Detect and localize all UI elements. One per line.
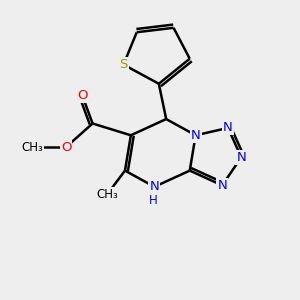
Text: N: N xyxy=(223,122,233,134)
Text: N: N xyxy=(217,179,227,192)
Text: N: N xyxy=(191,129,200,142)
Text: H: H xyxy=(148,194,157,207)
Text: S: S xyxy=(119,58,128,71)
Text: O: O xyxy=(77,89,88,102)
Text: O: O xyxy=(61,141,71,154)
Text: N: N xyxy=(236,151,246,164)
Text: CH₃: CH₃ xyxy=(21,141,43,154)
Text: CH₃: CH₃ xyxy=(96,188,118,201)
Text: N: N xyxy=(149,180,159,193)
